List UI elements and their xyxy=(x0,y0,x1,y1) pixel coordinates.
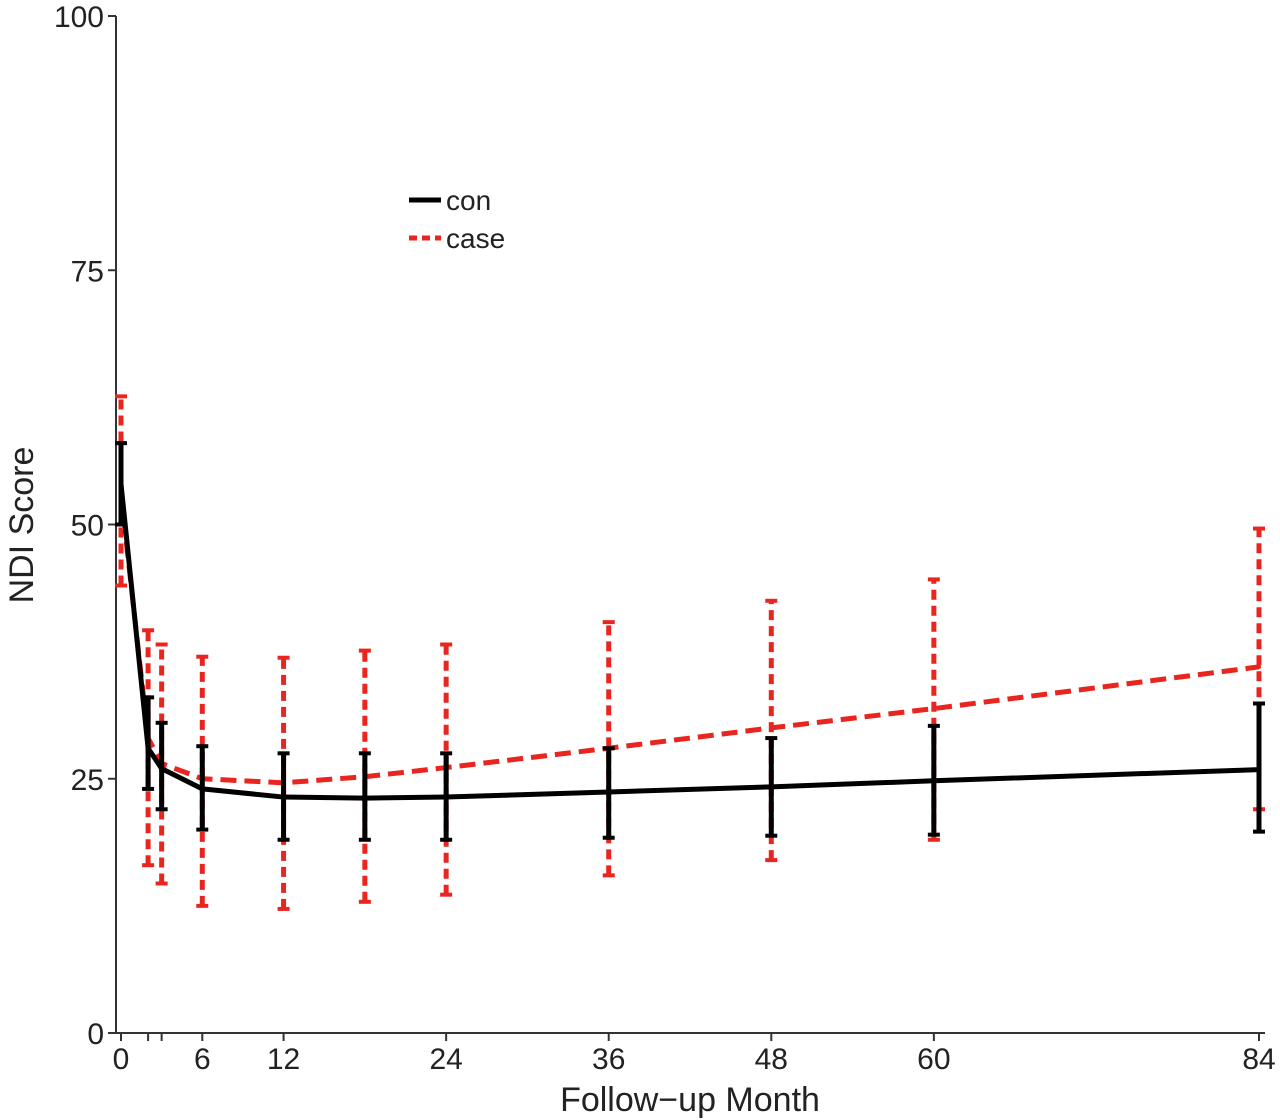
data-point xyxy=(606,789,611,794)
axes: 0 25 50 75 100 0 6 12 24 36 48 60 84 xyxy=(54,1,1276,1076)
series-layer xyxy=(115,394,1265,911)
data-point xyxy=(931,778,936,783)
x-tick-label: 0 xyxy=(113,1043,130,1076)
data-point xyxy=(931,706,936,711)
x-tick-label: 84 xyxy=(1242,1043,1275,1076)
y-axis-title: NDI Score xyxy=(3,447,41,604)
data-point xyxy=(281,795,286,800)
x-axis-title: Follow−up Month xyxy=(560,1081,820,1119)
y-tick-label: 100 xyxy=(54,1,104,34)
series-line xyxy=(118,483,1260,801)
data-point xyxy=(1257,767,1261,772)
data-point xyxy=(362,796,367,801)
data-point xyxy=(159,766,164,771)
x-tick-label: 36 xyxy=(592,1043,625,1076)
legend-label-con: con xyxy=(446,185,491,216)
y-tick-label: 0 xyxy=(87,1018,104,1051)
data-point xyxy=(200,786,205,791)
series-line xyxy=(118,493,1260,786)
data-point xyxy=(769,784,774,789)
x-tick-label: 48 xyxy=(755,1043,788,1076)
y-tick-label: 50 xyxy=(71,510,104,543)
data-point xyxy=(769,725,774,730)
data-point xyxy=(119,481,123,486)
x-tick-label: 6 xyxy=(194,1043,211,1076)
legend: con case xyxy=(409,185,505,254)
series-case xyxy=(115,394,1265,911)
legend-label-case: case xyxy=(446,223,505,254)
y-tick-label: 25 xyxy=(71,764,104,797)
x-tick-label: 60 xyxy=(917,1043,950,1076)
x-tick-label: 12 xyxy=(267,1043,300,1076)
x-tick-label: 24 xyxy=(429,1043,462,1076)
data-point xyxy=(444,795,449,800)
y-tick-label: 75 xyxy=(71,255,104,288)
data-point xyxy=(146,746,151,751)
data-point xyxy=(1257,664,1261,669)
series-con xyxy=(115,441,1265,842)
